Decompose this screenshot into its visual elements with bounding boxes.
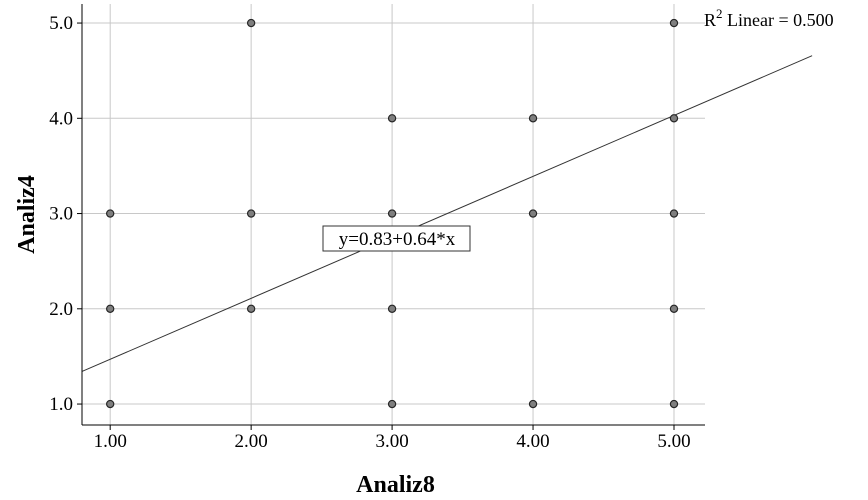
y-tick-label: 3.0 [49, 204, 73, 225]
x-tick-label: 5.00 [657, 431, 690, 452]
x-tick-label: 3.00 [375, 431, 408, 452]
data-points [105, 18, 679, 409]
r2-prefix: R [704, 10, 716, 30]
data-point [528, 209, 538, 218]
data-point [387, 114, 397, 123]
data-point [105, 209, 115, 218]
data-point [387, 399, 397, 409]
data-point [669, 18, 679, 28]
fit-line [81, 55, 813, 372]
equation-box [322, 225, 471, 252]
data-point [246, 209, 256, 218]
data-point [387, 304, 397, 313]
data-point [387, 209, 397, 218]
data-point [669, 399, 679, 409]
y-tick-label: 5.0 [49, 13, 73, 34]
data-point [669, 209, 679, 218]
axes [77, 4, 705, 430]
data-point [246, 304, 256, 313]
equation-label: y=0.83+0.64*x [322, 225, 471, 252]
y-axis-title: Analiz4 [14, 175, 40, 254]
fit-line-group [81, 55, 813, 372]
data-point [669, 304, 679, 313]
y-tick-label: 2.0 [49, 299, 73, 320]
y-tick-label: 1.0 [49, 394, 73, 415]
r2-superscript: 2 [716, 6, 723, 21]
x-tick-label: 1.00 [94, 431, 127, 452]
data-point [105, 304, 115, 313]
data-point [528, 114, 538, 123]
data-point [528, 399, 538, 409]
equation-text: y=0.83+0.64*x [339, 229, 456, 250]
x-axis-title: Analiz8 [356, 472, 435, 498]
x-tick-label: 4.00 [516, 431, 549, 452]
data-point [246, 18, 256, 28]
r2-value: Linear = 0.500 [723, 10, 834, 30]
x-tick-label: 2.00 [235, 431, 268, 452]
tick-labels: 1.00 2.00 3.00 4.00 5.00 1.0 2.0 3.0 4.0 5.0 [49, 13, 690, 452]
r2-legend: R2 Linear = 0.500 [704, 6, 834, 30]
data-point [105, 399, 115, 409]
y-tick-label: 4.0 [49, 108, 73, 129]
data-point [669, 114, 679, 123]
